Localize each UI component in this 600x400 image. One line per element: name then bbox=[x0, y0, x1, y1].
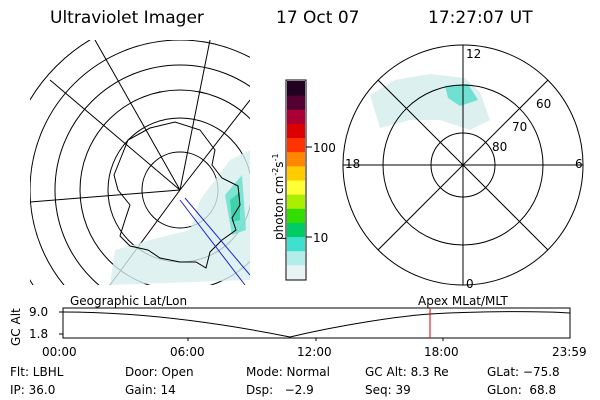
satellite-track bbox=[179, 197, 250, 285]
timeline-xtick-0600: 06:00 bbox=[170, 345, 205, 359]
colorbar-units-s: s bbox=[272, 161, 286, 168]
colorbar-band bbox=[287, 81, 305, 96]
colorbar-band bbox=[287, 236, 305, 252]
status-ip: IP: 36.0 bbox=[10, 383, 56, 397]
colorbar bbox=[285, 79, 312, 281]
colorbar-band bbox=[287, 208, 305, 223]
mlat-ring-70: 70 bbox=[512, 120, 528, 134]
colorbar-band bbox=[287, 151, 305, 167]
observation-date: 17 Oct 07 bbox=[276, 8, 360, 28]
timeline-left-caption: Geographic Lat/Lon bbox=[70, 294, 188, 308]
colorbar-tick-100: 100 bbox=[313, 141, 336, 155]
mlt-label-6: 6 bbox=[575, 157, 583, 171]
status-dsp: Dsp: −2.9 bbox=[246, 383, 314, 397]
status-filter: Flt: LBHL bbox=[10, 365, 64, 379]
mlt-label-18: 18 bbox=[345, 157, 361, 171]
colorbar-band bbox=[287, 250, 305, 266]
colorbar-band bbox=[287, 123, 305, 139]
timeline-ytick-9: 9.0 bbox=[29, 305, 49, 319]
colorbar-band bbox=[287, 264, 305, 280]
colorbar-band bbox=[287, 222, 305, 238]
observation-time: 17:27:07 UT bbox=[428, 8, 533, 28]
colorbar-tick-10: 10 bbox=[313, 231, 329, 245]
colorbar-units-main: photon cm bbox=[272, 175, 286, 240]
status-mode: Mode: Normal bbox=[246, 365, 330, 379]
colorbar-band bbox=[287, 180, 305, 195]
polar-plot bbox=[342, 44, 584, 286]
timeline-xtick-1800: 18:00 bbox=[424, 345, 459, 359]
instrument-title: Ultraviolet Imager bbox=[50, 8, 204, 28]
status-glat: GLat: −75.8 bbox=[487, 365, 560, 379]
status-gc-alt: GC Alt: 8.3 Re bbox=[365, 365, 449, 379]
colorbar-units-label: photon cm-2s-1 bbox=[271, 153, 286, 240]
timeline-xtick-0000: 00:00 bbox=[42, 345, 77, 359]
antarctica-coastline bbox=[113, 121, 241, 269]
status-door: Door: Open bbox=[125, 365, 194, 379]
polar-aurora-speckle bbox=[370, 74, 490, 130]
mlat-ring-80: 80 bbox=[492, 140, 508, 154]
colorbar-band bbox=[287, 165, 305, 181]
timeline-xtick-2359: 23:59 bbox=[552, 345, 587, 359]
colorbar-band bbox=[287, 95, 305, 110]
timeline-xtick-1200: 12:00 bbox=[297, 345, 332, 359]
mlat-ring-60: 60 bbox=[536, 97, 552, 111]
mlt-label-12: 12 bbox=[466, 47, 482, 61]
colorbar-band bbox=[287, 137, 305, 153]
map-aurora-speckle bbox=[110, 150, 250, 285]
mlt-label-0: 0 bbox=[466, 277, 474, 291]
status-seq: Seq: 39 bbox=[365, 383, 411, 397]
colorbar-band bbox=[287, 194, 305, 209]
altitude-timeline bbox=[59, 307, 571, 341]
timeline-ytick-1-8: 1.8 bbox=[29, 327, 49, 341]
timeline-right-caption: Apex MLat/MLT bbox=[418, 294, 508, 308]
geographic-map bbox=[30, 40, 250, 285]
colorbar-units-sup2: -1 bbox=[271, 153, 280, 162]
status-gain: Gain: 14 bbox=[125, 383, 176, 397]
timeline-y-label: GC Alt bbox=[9, 308, 23, 346]
colorbar-units-sup1: -2 bbox=[271, 167, 280, 176]
status-glon: GLon: 68.8 bbox=[487, 383, 557, 397]
colorbar-band bbox=[287, 109, 305, 124]
